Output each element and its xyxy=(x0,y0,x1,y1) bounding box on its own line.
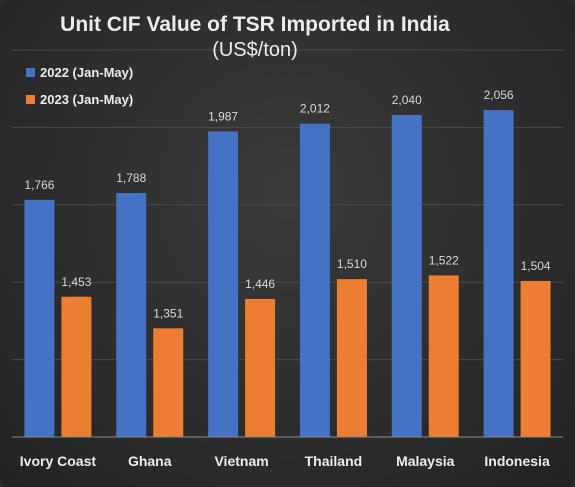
bars xyxy=(24,110,551,438)
data-label: 2,040 xyxy=(392,93,422,107)
data-label: 2,056 xyxy=(484,88,514,102)
data-label: 1,446 xyxy=(245,277,275,291)
legend-label-2022: 2022 (Jan-May) xyxy=(40,65,133,80)
legend-swatch-2022 xyxy=(26,68,35,77)
x-tick-label: Ghana xyxy=(128,453,172,469)
x-tick-label: Thailand xyxy=(305,453,363,469)
bar-vietnam-series-1 xyxy=(245,298,276,437)
legend-label-2023: 2023 (Jan-May) xyxy=(40,92,133,107)
data-label: 1,351 xyxy=(153,306,183,320)
chart-subtitle: (US$/ton) xyxy=(212,39,298,61)
bar-ghana-series-0 xyxy=(116,193,147,437)
bar-malaysia-series-1 xyxy=(428,275,459,437)
bar-ivory-coast-series-0 xyxy=(24,199,55,437)
data-labels: 1,766 1,453 1,788 1,351 1,987 1,446 2,012 1,510… xyxy=(24,88,551,320)
data-label: 1,766 xyxy=(24,178,54,192)
bar-thailand-series-0 xyxy=(299,123,330,437)
bar-ivory-coast-series-1 xyxy=(61,296,92,437)
x-tick-label: Indonesia xyxy=(484,453,550,469)
chart-title: Unit CIF Value of TSR Imported in India xyxy=(60,13,450,36)
data-label: 1,504 xyxy=(521,259,551,273)
data-label: 1,788 xyxy=(116,171,146,185)
bar-vietnam-series-0 xyxy=(208,131,239,437)
data-label: 2,012 xyxy=(300,102,330,116)
legend-swatch-2023 xyxy=(26,95,35,104)
x-tick-labels: Ivory Coast Ghana Vietnam Thailand Malaysia I… xyxy=(20,453,550,469)
x-tick-label: Vietnam xyxy=(214,453,268,469)
bar-indonesia-series-0 xyxy=(483,110,514,437)
data-label: 1,522 xyxy=(429,253,459,267)
legend: 2022 (Jan-May) 2023 (Jan-May) xyxy=(26,65,133,107)
bar-ghana-series-1 xyxy=(153,328,184,437)
bar-thailand-series-1 xyxy=(336,279,367,437)
data-label: 1,510 xyxy=(337,257,367,271)
data-label: 1,453 xyxy=(61,275,91,289)
data-label: 1,987 xyxy=(208,109,238,123)
bar-indonesia-series-1 xyxy=(520,280,551,437)
x-tick-label: Ivory Coast xyxy=(20,453,97,469)
bar-malaysia-series-0 xyxy=(391,115,422,438)
gridlines xyxy=(12,49,563,438)
x-tick-label: Malaysia xyxy=(396,453,455,469)
